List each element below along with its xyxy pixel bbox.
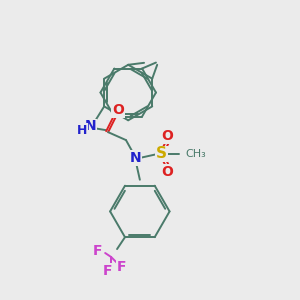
Text: S: S — [156, 146, 167, 161]
Text: N: N — [85, 119, 96, 133]
Text: O: O — [162, 165, 173, 179]
Text: O: O — [162, 129, 173, 143]
Text: F: F — [102, 264, 112, 278]
Text: F: F — [92, 244, 102, 258]
Text: O: O — [112, 103, 124, 117]
Text: CH₃: CH₃ — [185, 149, 206, 159]
Text: F: F — [116, 260, 126, 274]
Text: H: H — [77, 124, 88, 137]
Text: N: N — [130, 151, 142, 165]
